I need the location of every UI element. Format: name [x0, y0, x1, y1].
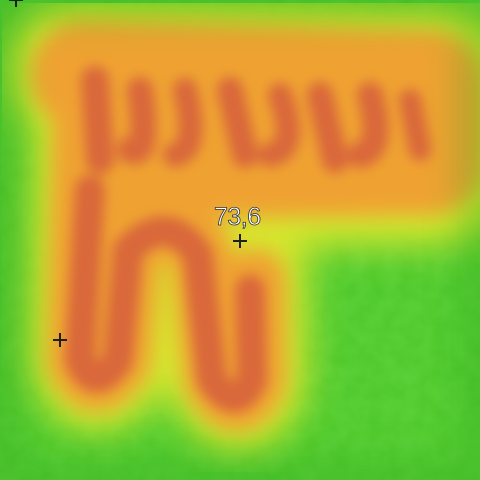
- spot-crosshair-corner-icon: [9, 0, 23, 7]
- spot-temperature-label: 73,6: [214, 203, 262, 231]
- spot-crosshair-left-icon: [53, 333, 67, 347]
- spot-crosshair-center-icon: [233, 234, 247, 248]
